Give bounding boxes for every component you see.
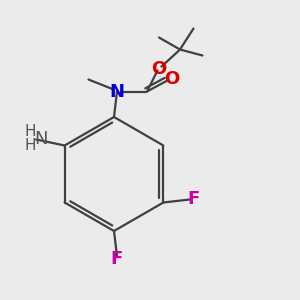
Text: F: F <box>111 250 123 268</box>
Text: N: N <box>110 82 124 100</box>
Text: H: H <box>24 124 36 140</box>
Text: N: N <box>34 130 48 148</box>
Text: O: O <box>152 60 166 78</box>
Text: H: H <box>24 138 36 153</box>
Text: O: O <box>164 70 179 88</box>
Text: F: F <box>187 190 200 208</box>
